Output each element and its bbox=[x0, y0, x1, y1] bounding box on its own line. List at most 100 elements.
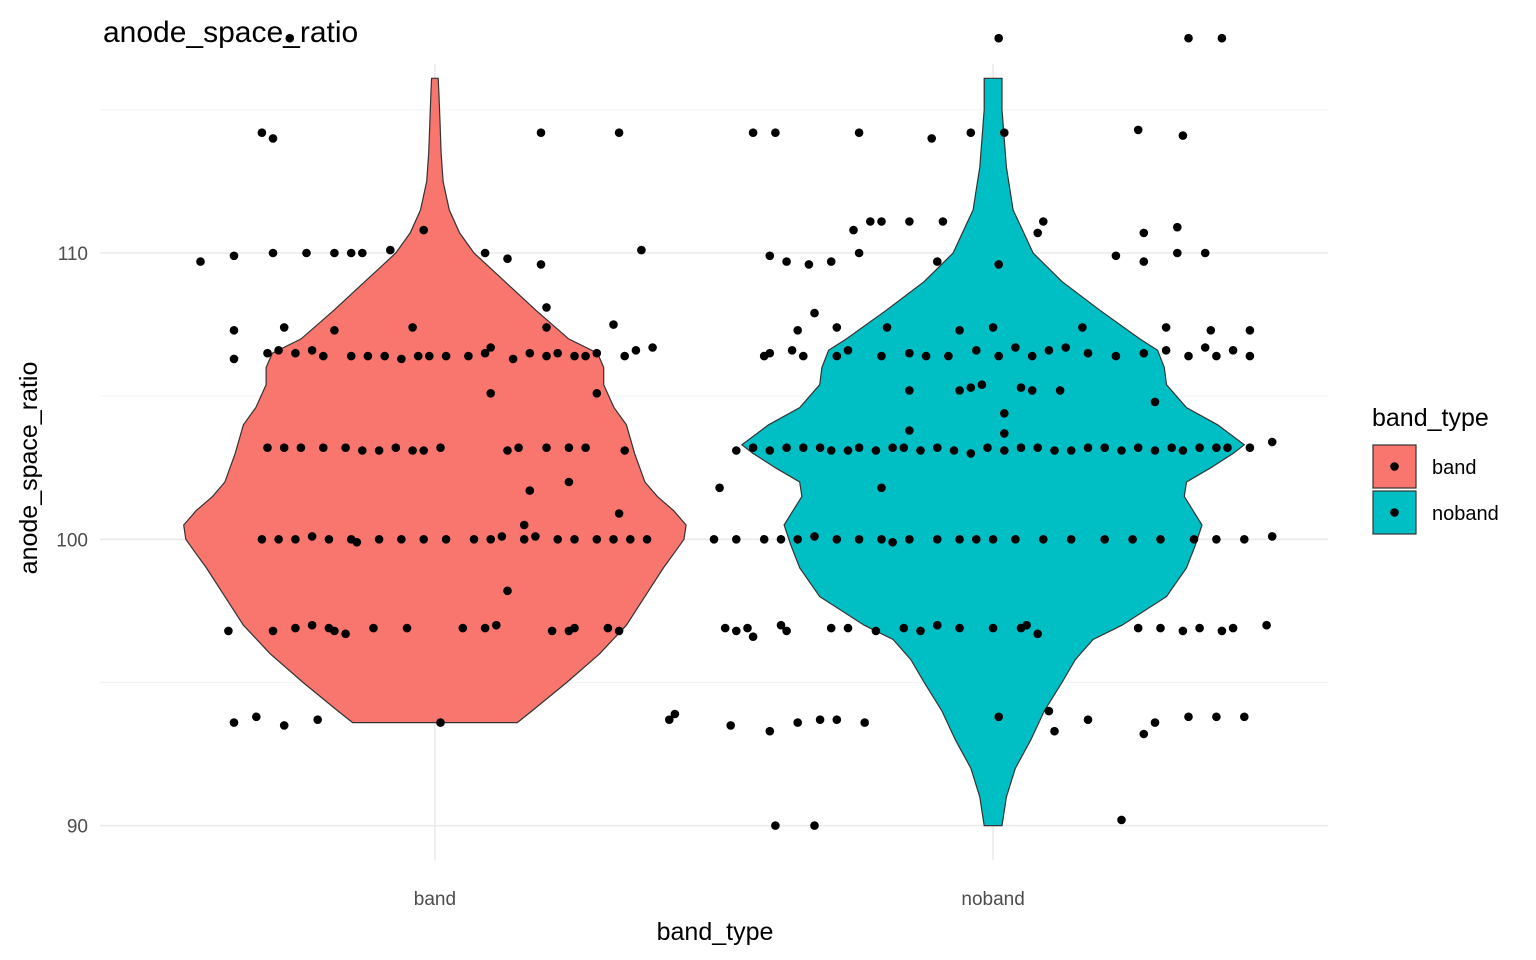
violin-band bbox=[183, 77, 687, 724]
data-point-band bbox=[330, 248, 339, 258]
data-point-band bbox=[307, 346, 317, 355]
data-point-band bbox=[614, 626, 624, 636]
data-point-noband bbox=[899, 623, 909, 633]
data-point-noband bbox=[771, 821, 780, 830]
data-point-noband bbox=[933, 257, 942, 266]
data-point-noband bbox=[860, 718, 869, 727]
data-point-noband bbox=[843, 346, 853, 355]
data-point-noband bbox=[988, 323, 998, 332]
data-point-band bbox=[514, 443, 523, 453]
data-point-band bbox=[486, 343, 496, 352]
data-point-noband bbox=[1033, 443, 1042, 453]
data-point-noband bbox=[977, 380, 987, 390]
data-point-noband bbox=[938, 217, 948, 226]
data-point-band bbox=[291, 623, 300, 633]
data-point-noband bbox=[933, 620, 942, 630]
data-point-noband bbox=[832, 535, 842, 544]
data-point-band bbox=[592, 348, 602, 358]
data-point-band bbox=[603, 623, 613, 633]
data-point-band bbox=[547, 626, 557, 636]
data-point-noband bbox=[854, 443, 864, 453]
data-point-noband bbox=[1161, 323, 1171, 332]
data-point-band bbox=[609, 320, 618, 329]
data-point-band bbox=[380, 351, 390, 361]
data-point-band bbox=[519, 520, 529, 530]
data-point-noband bbox=[933, 535, 942, 544]
data-point-noband bbox=[1066, 446, 1076, 455]
data-point-band bbox=[553, 535, 562, 544]
data-point-noband bbox=[793, 718, 802, 727]
data-point-noband bbox=[905, 217, 914, 226]
data-point-noband bbox=[715, 483, 724, 493]
data-point-noband bbox=[782, 257, 791, 266]
data-point-band bbox=[542, 443, 551, 453]
data-point-noband bbox=[1150, 718, 1160, 727]
jitter-points bbox=[196, 33, 1277, 830]
legend-key-point bbox=[1390, 508, 1399, 517]
legend-label-noband: noband bbox=[1432, 503, 1499, 525]
data-point-band bbox=[425, 351, 434, 361]
data-point-noband bbox=[955, 386, 964, 395]
data-point-band bbox=[352, 537, 362, 547]
data-point-band bbox=[480, 348, 490, 358]
data-point-noband bbox=[1027, 351, 1037, 361]
data-point-noband bbox=[1133, 125, 1143, 135]
data-point-noband bbox=[765, 348, 775, 358]
data-point-band bbox=[458, 623, 468, 633]
data-point-noband bbox=[944, 351, 953, 361]
data-point-noband bbox=[843, 623, 853, 633]
data-point-noband bbox=[1240, 535, 1249, 544]
data-point-band bbox=[374, 535, 384, 544]
data-point-noband bbox=[1039, 217, 1048, 226]
data-point-band bbox=[346, 351, 356, 361]
data-point-noband bbox=[1055, 386, 1065, 395]
data-point-noband bbox=[866, 217, 875, 226]
data-point-noband bbox=[1022, 620, 1031, 630]
data-point-noband bbox=[810, 308, 819, 318]
data-point-band bbox=[319, 443, 328, 453]
data-point-noband bbox=[765, 251, 775, 261]
data-point-band bbox=[229, 354, 239, 364]
data-point-noband bbox=[1245, 326, 1255, 335]
data-point-noband bbox=[1217, 33, 1227, 43]
data-point-noband bbox=[1150, 397, 1160, 407]
data-point-noband bbox=[748, 632, 758, 641]
data-point-noband bbox=[1078, 323, 1087, 332]
legend: band_type band noband bbox=[1372, 404, 1499, 535]
data-point-band bbox=[542, 351, 551, 361]
data-point-band bbox=[609, 535, 618, 544]
data-point-band bbox=[626, 535, 635, 544]
data-point-band bbox=[614, 128, 624, 137]
data-point-band bbox=[570, 351, 579, 361]
data-point-band bbox=[319, 351, 328, 361]
data-point-noband bbox=[832, 323, 842, 332]
data-point-band bbox=[274, 535, 283, 544]
data-point-band bbox=[564, 477, 574, 487]
data-point-noband bbox=[748, 128, 758, 137]
data-point-band bbox=[469, 535, 479, 544]
data-point-noband bbox=[1156, 535, 1165, 544]
data-point-band bbox=[257, 128, 267, 137]
data-point-noband bbox=[871, 626, 881, 636]
data-point-noband bbox=[955, 535, 964, 544]
legend-label-band: band bbox=[1432, 457, 1477, 479]
data-point-noband bbox=[1016, 383, 1026, 392]
data-point-noband bbox=[1100, 443, 1109, 453]
data-point-noband bbox=[720, 623, 730, 633]
data-point-noband bbox=[905, 426, 914, 435]
data-point-band bbox=[419, 225, 429, 235]
data-point-band bbox=[497, 532, 507, 541]
data-point-band bbox=[397, 535, 406, 544]
data-point-noband bbox=[1061, 343, 1070, 352]
data-point-band bbox=[279, 443, 289, 453]
data-point-noband bbox=[782, 443, 791, 453]
data-point-noband bbox=[1139, 729, 1149, 739]
data-point-noband bbox=[983, 443, 992, 453]
data-point-band bbox=[436, 443, 445, 453]
data-point-noband bbox=[994, 260, 1003, 269]
data-point-noband bbox=[877, 217, 886, 226]
data-point-noband bbox=[1200, 248, 1210, 258]
data-point-noband bbox=[988, 623, 998, 633]
data-point-band bbox=[519, 535, 529, 544]
